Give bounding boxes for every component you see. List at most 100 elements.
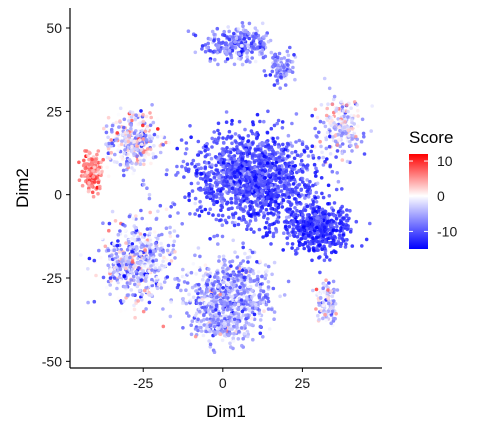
data-point (272, 123, 277, 128)
data-point (326, 288, 330, 292)
data-point (226, 277, 231, 282)
data-point (222, 141, 226, 145)
data-point (212, 275, 217, 279)
data-point (311, 288, 315, 293)
data-point (237, 119, 242, 124)
data-point (277, 176, 282, 181)
data-point (349, 143, 353, 148)
data-point (295, 235, 300, 239)
data-point (236, 183, 240, 187)
data-point (250, 56, 254, 60)
data-point (328, 163, 333, 167)
data-point (263, 263, 268, 267)
data-point (107, 156, 112, 161)
data-point (150, 136, 154, 140)
data-point (327, 86, 332, 91)
data-point (272, 260, 277, 265)
data-point (187, 314, 191, 318)
data-point (108, 257, 112, 261)
data-point (220, 234, 225, 239)
data-point (310, 258, 314, 263)
data-point (272, 199, 276, 204)
data-point (200, 277, 205, 282)
data-point (326, 215, 330, 220)
data-point (276, 75, 281, 79)
data-point (218, 47, 223, 52)
data-point (296, 228, 301, 233)
data-point (240, 281, 244, 286)
data-point (208, 237, 212, 241)
data-point (155, 116, 160, 121)
data-point (87, 256, 92, 261)
data-point (267, 173, 272, 177)
data-point (118, 279, 123, 283)
data-point (305, 217, 310, 221)
data-point (240, 158, 244, 162)
data-point (193, 284, 197, 288)
data-point (254, 136, 259, 141)
data-point (221, 254, 226, 259)
data-point (356, 108, 360, 113)
data-point (191, 158, 196, 163)
data-point (279, 57, 284, 61)
data-point (348, 140, 352, 144)
data-point (333, 125, 337, 129)
data-point (254, 302, 258, 307)
data-point (139, 208, 143, 213)
data-point (239, 261, 243, 266)
data-point (91, 175, 96, 179)
data-point (140, 297, 144, 302)
data-point (339, 226, 343, 230)
data-point (176, 211, 180, 215)
data-point (215, 199, 220, 204)
data-point (182, 280, 187, 284)
data-point (337, 233, 342, 237)
data-point (263, 54, 268, 59)
data-point (311, 202, 315, 207)
data-point (252, 208, 256, 212)
data-point (225, 146, 229, 150)
data-point (219, 41, 224, 45)
data-point (232, 302, 237, 307)
data-point (242, 217, 246, 222)
data-point (271, 286, 276, 291)
data-point (219, 162, 223, 167)
data-point (293, 149, 298, 154)
data-point (289, 203, 293, 207)
data-point (273, 59, 278, 63)
data-point (96, 180, 101, 185)
data-point (267, 145, 271, 150)
data-point (291, 65, 295, 70)
data-point (219, 208, 223, 212)
data-point (245, 175, 249, 179)
data-point (291, 164, 296, 169)
data-point (212, 140, 216, 144)
data-point (212, 175, 217, 180)
data-point (141, 150, 146, 155)
data-point (193, 164, 197, 169)
data-point (312, 162, 317, 167)
data-point (255, 144, 260, 149)
data-point (233, 170, 237, 175)
data-point (147, 244, 152, 249)
data-point (253, 26, 258, 31)
data-point (198, 301, 203, 306)
data-point (315, 225, 319, 230)
data-point (330, 294, 335, 299)
data-point (284, 174, 288, 178)
data-point (333, 302, 338, 306)
data-point (91, 168, 95, 173)
data-point (92, 258, 97, 263)
data-point (241, 151, 246, 156)
data-point (241, 177, 245, 182)
data-point (212, 350, 217, 355)
data-point (216, 128, 220, 133)
data-point (325, 130, 330, 135)
data-point (251, 271, 256, 276)
data-point (208, 178, 213, 183)
data-point (276, 205, 281, 210)
data-point (261, 300, 266, 305)
data-point (260, 171, 265, 176)
data-point (215, 295, 219, 300)
data-point (341, 109, 346, 113)
